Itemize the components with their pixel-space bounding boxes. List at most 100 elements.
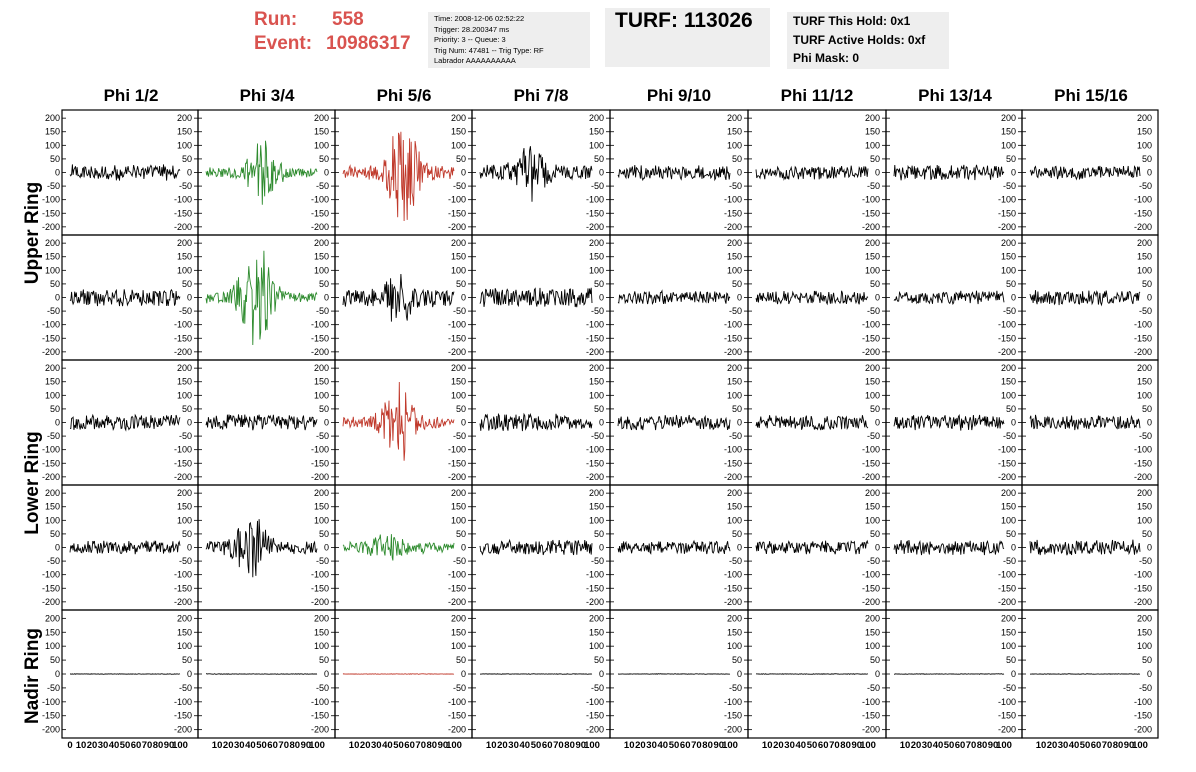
waveform-trace (893, 414, 1005, 431)
y-tick-label: 200 (45, 363, 60, 373)
x-tick-label: 100 (309, 740, 325, 751)
y-tick-label: 100 (314, 140, 329, 150)
waveform-trace (893, 164, 1005, 181)
y-tick-label: -100 (448, 570, 466, 580)
waveform-panel: -200 -150 -100 -50 0 50 100 150 200 (609, 234, 749, 361)
y-tick-label: -50 (867, 306, 880, 316)
x-tick-label: 100 (1132, 740, 1148, 751)
x-tick-label: 20 (1047, 740, 1058, 751)
x-tick-label: 80 (427, 740, 438, 751)
x-tick-label: 60 (818, 740, 829, 751)
y-tick-label: -200 (862, 725, 880, 735)
y-tick-label: 50 (456, 279, 466, 289)
waveform-panel: -200 -150 -100 -50 0 50 100 150 200 (334, 359, 473, 486)
x-tick-label: 60 (131, 740, 142, 751)
y-tick-label: -150 (311, 711, 329, 721)
y-tick-label: -150 (1134, 583, 1152, 593)
waveform-trace (617, 414, 731, 431)
y-tick-label: 0 (599, 168, 604, 178)
y-tick-label: -200 (311, 347, 329, 357)
x-tick-label: 80 (153, 740, 164, 751)
y-tick-label: -100 (1134, 697, 1152, 707)
y-tick-label: 0 (461, 418, 466, 428)
y-tick-label: -200 (724, 222, 742, 232)
y-tick-label: 50 (456, 529, 466, 539)
y-tick-label: -200 (1134, 725, 1152, 735)
y-tick-label: -50 (1139, 556, 1152, 566)
waveform-panel: -200 -150 -100 -50 0 50 100 150 200 (334, 484, 473, 611)
waveform-panel: -200 -150 -100 -50 0 50 100 150 200 (747, 609, 887, 739)
y-tick-label: 100 (1137, 641, 1152, 651)
y-tick-label: 0 (461, 168, 466, 178)
y-tick-label: 200 (177, 613, 192, 623)
y-tick-label: 100 (865, 641, 880, 651)
y-tick-label: -100 (174, 570, 192, 580)
y-tick-label: -50 (867, 683, 880, 693)
y-tick-label: -150 (448, 333, 466, 343)
waveform-trace (342, 673, 455, 675)
x-tick-label: 30 (1058, 740, 1069, 751)
y-tick-label: -100 (1134, 195, 1152, 205)
y-tick-label: -50 (1139, 683, 1152, 693)
waveform-trace (893, 290, 1005, 305)
y-tick-label: -150 (174, 208, 192, 218)
y-tick-label: -50 (1003, 431, 1016, 441)
y-tick-label: 100 (314, 515, 329, 525)
y-tick-label: -50 (1003, 306, 1016, 316)
y-tick-label: -100 (586, 445, 604, 455)
y-tick-label: 50 (1006, 529, 1016, 539)
y-tick-label: -100 (174, 320, 192, 330)
y-tick-label: -200 (1134, 597, 1152, 607)
y-tick-label: 150 (314, 127, 329, 137)
y-tick-label: 200 (589, 113, 604, 123)
y-tick-label: 100 (865, 390, 880, 400)
x-tick-label: 60 (680, 740, 691, 751)
y-tick-label: -50 (179, 306, 192, 316)
y-tick-label: 150 (177, 377, 192, 387)
waveform-trace (342, 534, 455, 561)
y-tick-label: 50 (1006, 655, 1016, 665)
y-tick-label: 0 (737, 293, 742, 303)
y-tick-label: 150 (589, 127, 604, 137)
y-tick-label: -150 (1134, 711, 1152, 721)
waveform-panel: -200 -150 -100 -50 0 50 100 150 200 (885, 109, 1023, 236)
run-line: Run: 558 (254, 8, 424, 32)
y-tick-label: 200 (727, 613, 742, 623)
y-tick-label: 50 (182, 655, 192, 665)
turf-active-holds: TURF Active Holds: 0xf (793, 32, 926, 47)
y-tick-label: 100 (1001, 390, 1016, 400)
waveform-panel: -200 -150 -100 -50 0 50 100 150 200 (747, 484, 887, 611)
waveform-trace (479, 412, 593, 432)
y-tick-label: -50 (47, 181, 60, 191)
y-tick-label: -200 (998, 472, 1016, 482)
y-tick-label: 200 (865, 113, 880, 123)
y-tick-label: -50 (47, 556, 60, 566)
waveform-panel: -200 -150 -100 -50 0 50 100 150 200 (1021, 609, 1159, 739)
y-tick-label: -150 (998, 333, 1016, 343)
waveform-trace (617, 164, 731, 182)
y-tick-label: 50 (870, 279, 880, 289)
y-tick-label: -100 (998, 320, 1016, 330)
y-tick-label: 150 (727, 127, 742, 137)
x-tick-label: 90 (164, 740, 175, 751)
y-tick-label: 50 (870, 154, 880, 164)
y-tick-label: -50 (591, 181, 604, 191)
y-tick-label: 0 (55, 543, 60, 553)
y-tick-label: 50 (50, 404, 60, 414)
y-tick-label: -200 (862, 347, 880, 357)
event-line: Event: 10986317 (254, 32, 424, 56)
y-tick-label: -150 (724, 711, 742, 721)
y-tick-label: 150 (1137, 627, 1152, 637)
y-tick-label: -150 (1134, 208, 1152, 218)
y-tick-label: 0 (324, 293, 329, 303)
x-tick-label: 90 (988, 740, 999, 751)
x-tick-label: 60 (1091, 740, 1102, 751)
x-tick-label: 70 (415, 740, 426, 751)
y-tick-label: 50 (319, 404, 329, 414)
y-tick-label: 200 (177, 363, 192, 373)
y-tick-label: -150 (174, 333, 192, 343)
y-tick-label: 0 (324, 669, 329, 679)
waveform-trace (205, 140, 318, 205)
y-tick-label: 150 (451, 502, 466, 512)
y-tick-label: 150 (865, 627, 880, 637)
